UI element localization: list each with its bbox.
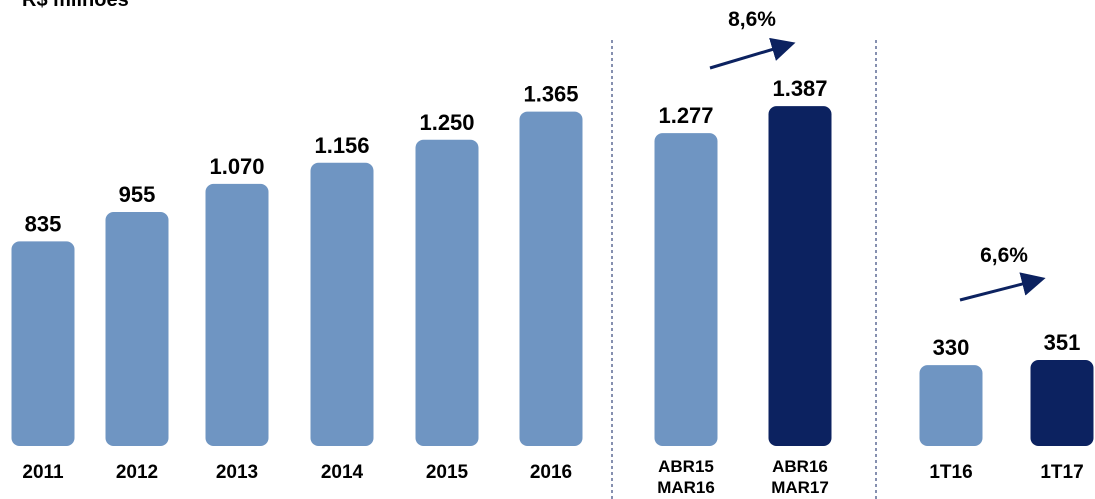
value-label: 835 [25, 211, 62, 236]
x-tick-label: ABR15 MAR16 [657, 457, 715, 497]
value-label: 1.365 [523, 82, 578, 107]
bar [654, 133, 718, 446]
x-tick-label: 1T17 [1040, 462, 1083, 483]
bar [205, 183, 269, 446]
value-label: 1.277 [658, 103, 713, 128]
x-tick-label: 1T16 [929, 462, 972, 483]
bar [415, 139, 479, 446]
bar [768, 106, 832, 446]
x-tick-label: 2013 [216, 462, 258, 483]
value-label: 1.387 [772, 76, 827, 101]
bar [11, 241, 75, 446]
x-tick-label: ABR16 MAR17 [771, 457, 829, 497]
value-label: 1.070 [209, 154, 264, 179]
chart-title: R$ milhões [22, 0, 129, 11]
x-tick-label: 2012 [116, 462, 158, 483]
x-tick-label: 2016 [530, 462, 572, 483]
bar [105, 212, 169, 446]
growth-label: 6,6% [980, 244, 1028, 267]
growth-arrow [709, 37, 796, 70]
value-label: 351 [1044, 330, 1081, 355]
bar [1030, 360, 1094, 446]
growth-arrow [959, 272, 1046, 302]
growth-label: 8,6% [728, 8, 776, 31]
value-label: 1.156 [314, 133, 369, 158]
x-tick-label: 2014 [321, 462, 364, 483]
x-tick-label: 2015 [426, 462, 469, 483]
bar [919, 365, 983, 446]
bar [519, 111, 583, 446]
value-label: 330 [933, 335, 970, 360]
bar [310, 162, 374, 446]
value-label: 955 [119, 182, 156, 207]
x-tick-label: 2011 [22, 462, 64, 483]
value-label: 1.250 [419, 110, 474, 135]
